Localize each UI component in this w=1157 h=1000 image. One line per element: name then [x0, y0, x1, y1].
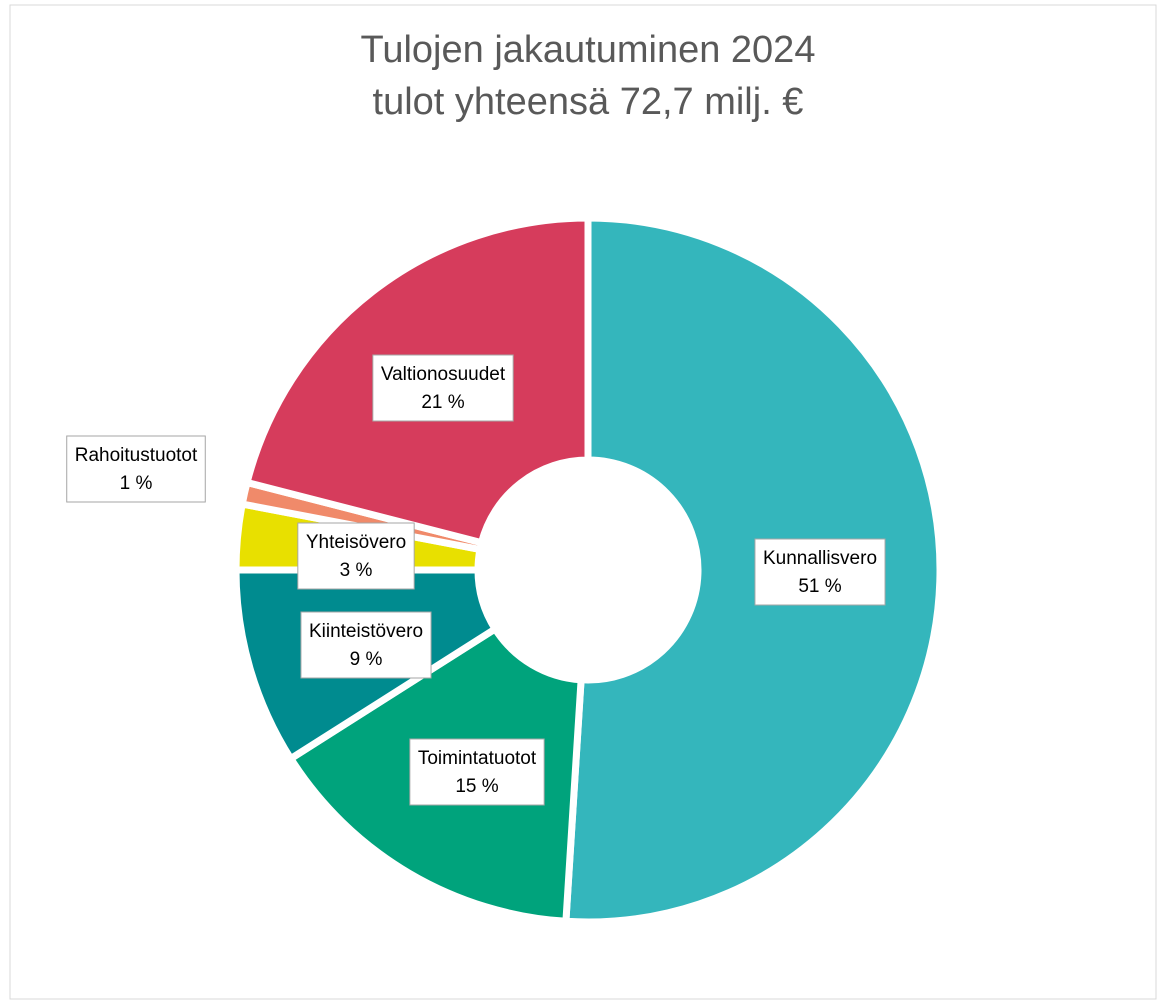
category-label: Rahoitustuotot [75, 445, 198, 466]
category-label: Kiinteistövero [309, 621, 423, 642]
label-box [409, 738, 545, 806]
category-label: Yhteisövero [306, 532, 406, 553]
category-label: Valtionosuudet [381, 364, 506, 385]
value-label: 15 % [455, 776, 498, 797]
slice [562, 214, 944, 926]
category-label: Toimintatuotot [418, 748, 537, 769]
chart-title: Tulojen jakautuminen 2024 [361, 29, 816, 71]
label-box [297, 522, 415, 590]
category-label: Kunnallisvero [763, 548, 877, 569]
value-label: 51 % [798, 576, 841, 597]
value-label: 1 % [120, 473, 153, 494]
chart-subtitle: tulot yhteensä 72,7 milj. € [373, 81, 804, 123]
label-box [66, 435, 206, 503]
slices [232, 214, 944, 926]
label-box [754, 538, 886, 606]
label-box [300, 611, 432, 679]
labels: Kunnallisvero 51 % Toimintatuotot 15 % Kiint… [66, 354, 886, 806]
value-label: 21 % [421, 392, 464, 413]
label-box [372, 354, 514, 422]
value-label: 3 % [340, 560, 373, 581]
value-label: 9 % [350, 649, 383, 670]
